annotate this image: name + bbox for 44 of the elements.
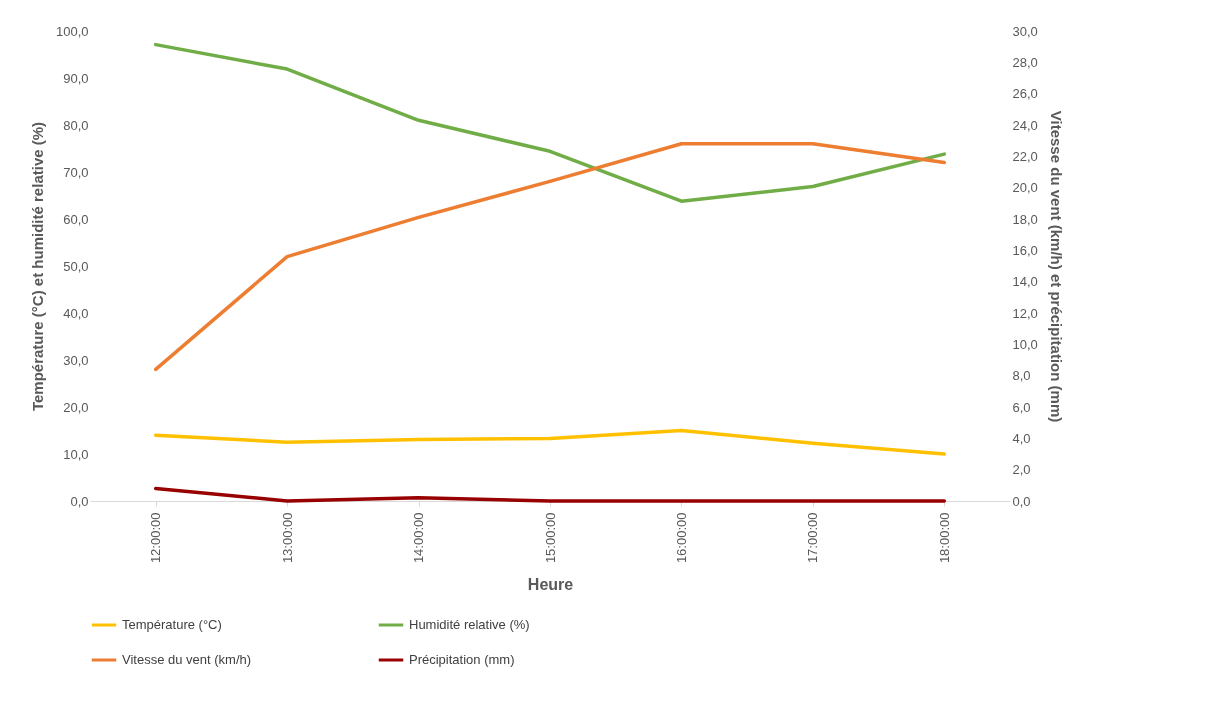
y-tick-label: 70,0 <box>63 164 89 180</box>
y2-tick-label: 30,0 <box>1012 23 1038 39</box>
y2-tick-label: 28,0 <box>1012 54 1038 70</box>
line-series <box>153 142 947 372</box>
y2-tick-label: 8,0 <box>1012 368 1031 384</box>
y2-tick-label: 16,0 <box>1012 242 1038 258</box>
x-tick-label: 15:00:00 <box>542 512 558 564</box>
x-tick-label: 14:00:00 <box>411 512 427 564</box>
y-tick-label: 10,0 <box>63 446 89 462</box>
y-tick-label: 100,0 <box>55 23 89 39</box>
y2-tick-label: 12,0 <box>1012 305 1038 321</box>
y-tick-label: 0,0 <box>70 493 89 509</box>
line-series <box>153 42 947 203</box>
x-tick-label: 13:00:00 <box>279 512 295 564</box>
legend-label: Température (°C) <box>122 617 222 632</box>
y-tick-label: 60,0 <box>63 211 89 227</box>
y2-tick-label: 0,0 <box>1012 493 1031 509</box>
line-series <box>153 428 947 456</box>
x-tick-label: 16:00:00 <box>673 512 689 564</box>
y2-tick-label: 4,0 <box>1012 430 1031 446</box>
y2-tick-label: 6,0 <box>1012 399 1031 415</box>
y2-tick-label: 26,0 <box>1012 86 1038 102</box>
y2-tick-label: 24,0 <box>1012 117 1038 133</box>
legend-label: Humidité relative (%) <box>409 617 530 632</box>
y-tick-label: 50,0 <box>63 258 89 274</box>
legend-label: Précipitation (mm) <box>409 652 515 667</box>
x-tick-label: 12:00:00 <box>148 512 164 564</box>
legend-label: Vitesse du vent (km/h) <box>122 652 252 667</box>
y-tick-label: 30,0 <box>63 352 89 368</box>
y2-tick-label: 10,0 <box>1012 336 1038 352</box>
y-tick-label: 80,0 <box>63 117 89 133</box>
y-tick-label: 90,0 <box>63 70 89 86</box>
x-tick-label: 18:00:00 <box>936 512 952 564</box>
y2-tick-label: 20,0 <box>1012 180 1038 196</box>
y-tick-label: 20,0 <box>63 399 89 415</box>
y-tick-label: 40,0 <box>63 305 89 321</box>
y2-tick-label: 2,0 <box>1012 462 1031 478</box>
y-axis-title: Température (°C) et humidité relative (%) <box>28 121 46 412</box>
x-tick-label: 17:00:00 <box>805 512 821 564</box>
y2-tick-label: 22,0 <box>1012 148 1038 164</box>
x-axis-title: Heure <box>527 576 574 594</box>
y2-axis-title: Vitesse du vent (km/h) et précipitation (mm) <box>1047 110 1065 423</box>
y2-tick-label: 18,0 <box>1012 211 1038 227</box>
y2-tick-label: 14,0 <box>1012 274 1038 290</box>
